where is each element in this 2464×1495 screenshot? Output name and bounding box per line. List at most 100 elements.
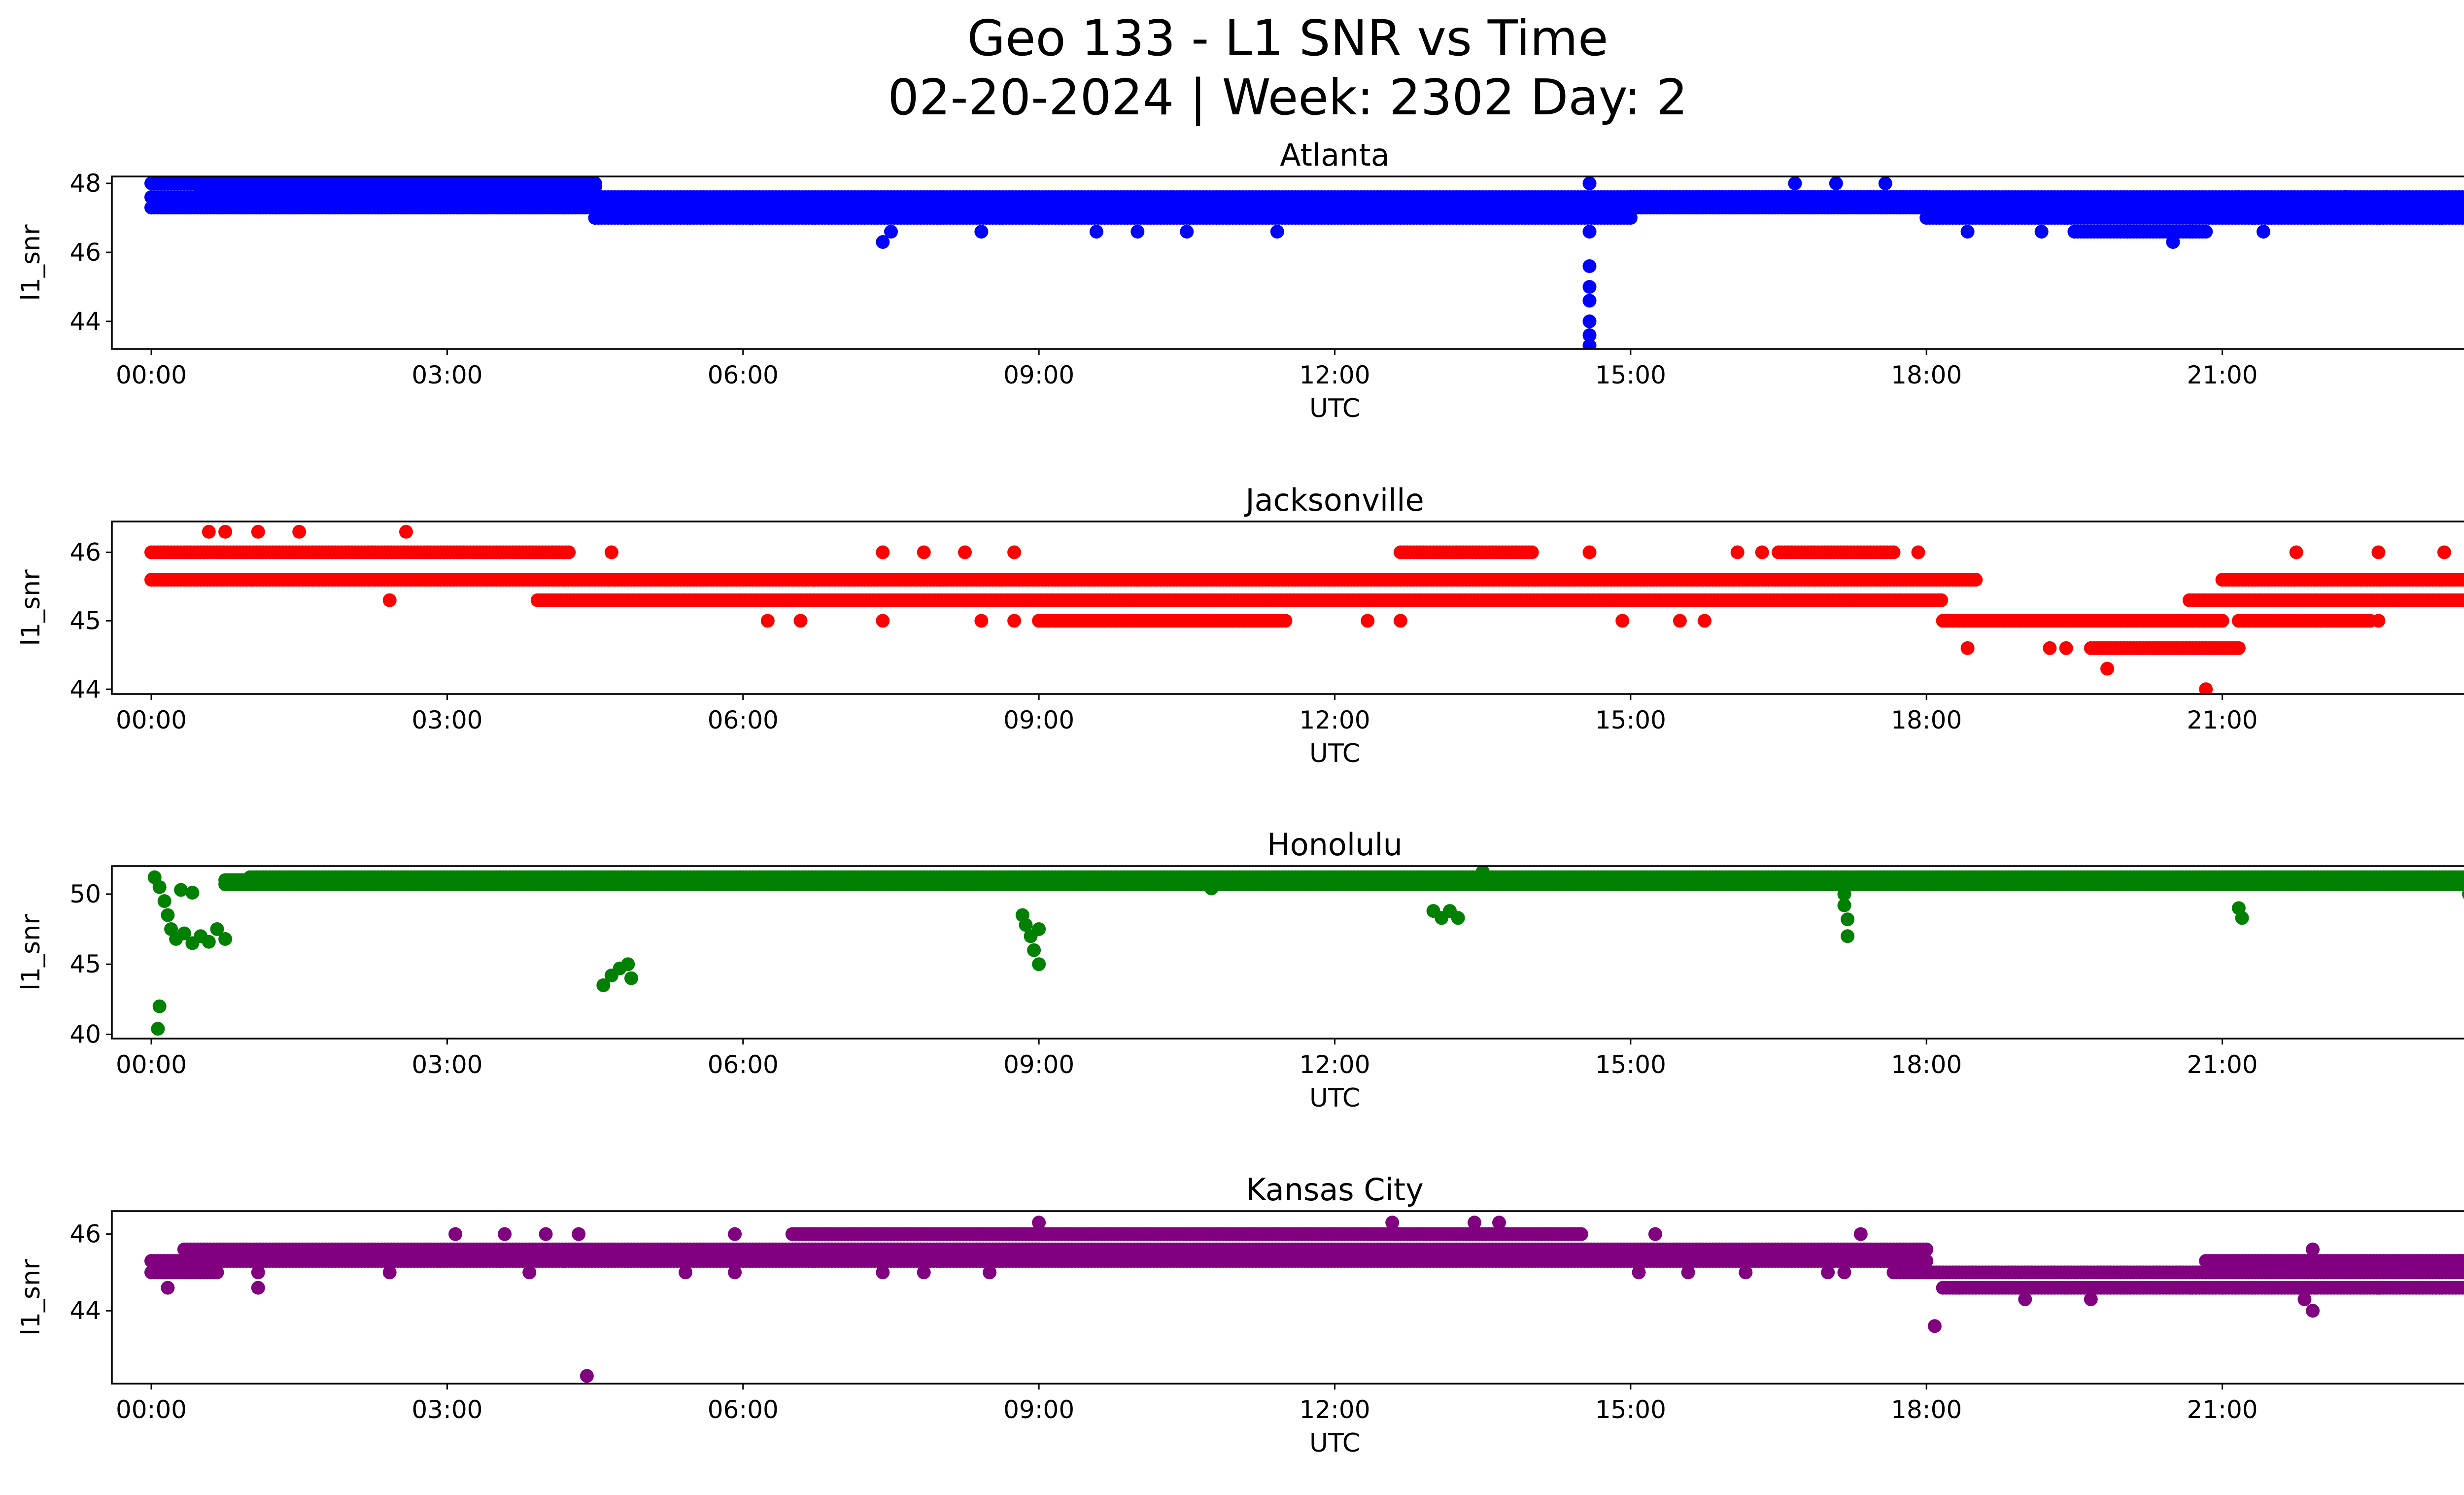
data-point (169, 176, 183, 190)
data-point (251, 524, 265, 539)
subplot-title: Jacksonville (1243, 482, 1424, 518)
data-point (2371, 545, 2386, 559)
data-point (917, 545, 931, 559)
data-point (1278, 614, 1293, 628)
data-point (2289, 545, 2303, 559)
y-axis-label: l1_snr (16, 569, 46, 646)
y-tick-label: 44 (69, 675, 101, 703)
data-point (1960, 225, 1975, 239)
data-point (2231, 641, 2246, 655)
data-point (604, 545, 618, 559)
x-tick-label: 06:00 (708, 706, 779, 734)
data-point (1623, 211, 1638, 225)
data-point (2043, 641, 2057, 655)
data-point (2462, 203, 2464, 212)
x-tick-label: 03:00 (411, 706, 482, 734)
data-points (144, 176, 2464, 349)
data-point (1698, 614, 1711, 628)
data-point (958, 545, 972, 559)
data-points (147, 866, 2464, 1036)
data-point (1582, 294, 1597, 308)
data-point (1525, 545, 1539, 559)
x-tick-label: 12:00 (1299, 361, 1370, 389)
data-point (2459, 211, 2464, 225)
x-tick-label: 15:00 (1595, 706, 1666, 734)
data-point (1582, 545, 1597, 559)
y-tick-label: 48 (69, 169, 101, 198)
data-points (144, 524, 2464, 694)
y-tick-label: 45 (69, 606, 101, 635)
data-point (2059, 641, 2073, 655)
panel-jacksonville: Jacksonville 00:00 03:00 06:00 09:00 12:00 15:… (16, 482, 2464, 768)
data-point (1007, 614, 1022, 628)
data-point (375, 201, 388, 214)
data-point (884, 225, 898, 239)
data-point (1089, 225, 1103, 239)
data-point (2314, 614, 2328, 628)
figure-title: Geo 133 - L1 SNR vs Time 02-20-2024 | We… (0, 9, 2464, 127)
data-point (1393, 614, 1407, 628)
data-point (1615, 614, 1630, 628)
data-point (2462, 575, 2464, 585)
data-point (292, 524, 307, 539)
data-point (2380, 190, 2394, 204)
data-point (1582, 259, 1597, 273)
x-tick-label: 06:00 (708, 361, 779, 389)
data-point (2459, 201, 2464, 214)
data-point (876, 545, 890, 559)
figure-title-line1: Geo 133 - L1 SNR vs Time (967, 9, 1608, 67)
data-point (1623, 201, 1638, 214)
data-point (202, 524, 216, 539)
data-point (399, 524, 413, 539)
data-point (974, 614, 989, 628)
x-tick-label: 21:00 (2187, 361, 2258, 389)
figure-title-line2: 02-20-2024 | Week: 2302 Day: 2 (888, 69, 1688, 126)
data-point (876, 235, 890, 249)
data-point (1919, 190, 1934, 204)
data-point (1911, 545, 1925, 559)
y-tick-label: 44 (69, 307, 101, 336)
data-point (2459, 573, 2464, 587)
data-point (876, 614, 890, 628)
data-point (1788, 176, 1802, 190)
data-point (1934, 593, 1949, 607)
data-point (588, 180, 602, 194)
data-point (2100, 661, 2115, 676)
data-point (2257, 225, 2270, 239)
data-point (1582, 280, 1597, 294)
data-point (2199, 682, 2213, 694)
data-point (1886, 545, 1901, 559)
x-tick-label: 09:00 (1003, 706, 1074, 734)
data-point (2462, 192, 2464, 202)
data-point (1032, 211, 1046, 225)
subplot-title: Atlanta (1280, 137, 1389, 173)
x-tick-label: 21:00 (2187, 706, 2258, 734)
data-point (1270, 225, 1284, 239)
data-point (2215, 614, 2229, 628)
data-point (1730, 545, 1745, 559)
x-tick-label: 12:00 (1299, 706, 1370, 734)
data-point (2199, 225, 2213, 239)
x-tick-label: 00:00 (116, 361, 187, 389)
data-point (562, 545, 576, 559)
data-point (2462, 595, 2464, 605)
data-point (2166, 235, 2180, 249)
data-point (974, 225, 989, 239)
x-tick-label: 09:00 (1003, 361, 1074, 389)
x-tick-label: 15:00 (1595, 361, 1666, 389)
y-tick-label: 46 (69, 538, 101, 567)
x-tick-label: 03:00 (411, 361, 482, 389)
data-point (1007, 545, 1022, 559)
data-point (2034, 225, 2049, 239)
data-point (1582, 176, 1597, 190)
data-point (588, 211, 602, 225)
data-point (1180, 225, 1194, 239)
data-point (1130, 225, 1145, 239)
x-tick-label: 00:00 (116, 706, 187, 734)
data-point (2459, 190, 2464, 204)
data-point (1755, 545, 1769, 559)
x-axis-label: UTC (1309, 394, 1360, 423)
